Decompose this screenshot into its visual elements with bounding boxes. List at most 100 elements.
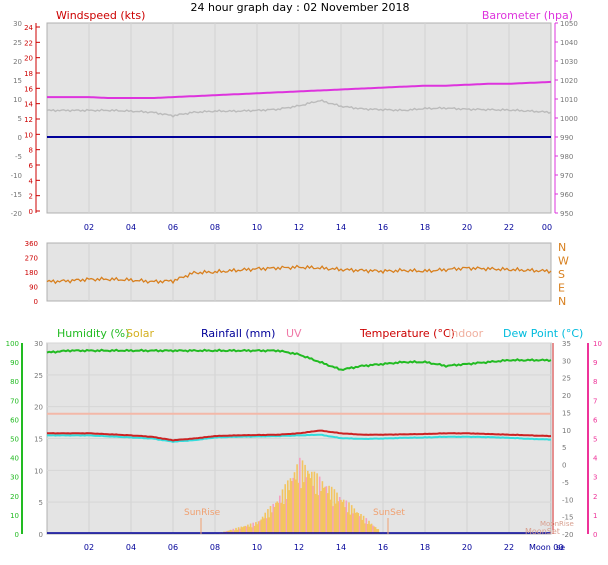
solar-bar (365, 518, 368, 534)
uv-tick-label: 8 (593, 378, 597, 386)
baro-tick-label: 960 (560, 191, 573, 199)
time-tick-label: 22 (504, 223, 514, 232)
solar-bar (232, 528, 235, 534)
solar-bar (239, 528, 241, 534)
temp-tick-label: -10 (562, 496, 573, 504)
moonrise-label: MoonRise (540, 520, 574, 528)
solar-bar (361, 519, 364, 534)
solar-bar (334, 503, 337, 534)
inner-tick-label: 0 (39, 531, 43, 539)
direction-tick-label: 180 (25, 269, 38, 277)
baro-tick-label: 1020 (560, 77, 578, 85)
solar-bar (328, 485, 330, 534)
solar-bar (346, 512, 349, 534)
solar-bar (320, 491, 322, 534)
solar-bar (357, 513, 360, 534)
uv-tick-label: 6 (593, 416, 598, 424)
solar-bar (330, 486, 333, 534)
barometer-axis-title: Barometer (hpa) (482, 9, 573, 22)
solar-bar (245, 526, 248, 534)
windspeed-axis-title: Windspeed (kts) (56, 9, 145, 22)
solar-bar (268, 517, 270, 534)
wind-kts-tick-label: 24 (24, 24, 33, 32)
solar-bar (235, 527, 237, 534)
dew-point-label: Dew Point (°C) (503, 327, 583, 340)
solar-bar (285, 499, 288, 534)
time-tick-label: 22 (504, 543, 514, 552)
humidity-line (46, 348, 552, 372)
solar-bar (360, 514, 362, 534)
solar-bar (260, 519, 262, 534)
humidity-tick-label: 100 (6, 340, 19, 348)
solar-bar (295, 479, 297, 534)
wind-tick-label: 20 (13, 58, 22, 66)
compass-label: W (558, 255, 569, 268)
solar-bar (267, 509, 269, 534)
wind-kts-tick-label: 8 (29, 147, 33, 155)
solar-bar (247, 524, 249, 534)
wind-kts-tick-label: 18 (24, 70, 33, 78)
wind-tick-label: 5 (18, 115, 22, 123)
solar-bar (317, 495, 320, 534)
solar-bar (277, 502, 280, 534)
time-tick-label: 06 (168, 543, 178, 552)
time-tick-label: 04 (126, 543, 136, 552)
solar-bar (329, 499, 332, 534)
solar-bar (312, 485, 314, 534)
solar-bar (342, 499, 345, 534)
direction-grid (88, 243, 510, 301)
solar-bar (273, 506, 276, 534)
solar-bar (358, 516, 361, 534)
solar-label: Solar (126, 327, 155, 340)
chart-title: 24 hour graph day : 02 November 2018 (190, 1, 409, 14)
solar-bar (271, 512, 273, 534)
uv-tick-label: 9 (593, 359, 597, 367)
solar-bar (240, 526, 243, 534)
humidity-tick-label: 70 (10, 397, 19, 405)
baro-tick-label: 1050 (560, 20, 578, 28)
wind-kts-tick-label: 4 (29, 177, 34, 185)
temp-tick-label: 10 (562, 427, 571, 435)
time-tick-label: 00 (542, 223, 552, 232)
solar-bar (287, 480, 289, 534)
time-tick-label: 10 (252, 223, 262, 232)
inner-left-axis: 30 25 20 15 10 5 0 (34, 340, 43, 539)
wind-kts-tick-label: 6 (29, 162, 34, 170)
panel3-time-axis: 02 04 06 08 10 12 14 16 18 20 22 (84, 543, 514, 552)
inner-tick-label: 20 (34, 404, 43, 412)
moon-bottom-label: Moon 00 (529, 543, 563, 552)
compass-label: N (558, 295, 566, 308)
uv-tick-label: 0 (593, 531, 597, 539)
solar-bar (309, 478, 312, 534)
inner-tick-label: 25 (34, 372, 43, 380)
temperature-line (46, 429, 552, 442)
solar-bar (251, 527, 253, 534)
temp-tick-label: -5 (562, 479, 569, 487)
wind-tick-label: 25 (13, 39, 22, 47)
solar-bar (374, 527, 377, 534)
direction-tick-label: 270 (25, 255, 38, 263)
solar-bar (349, 514, 352, 534)
solar-bar (313, 471, 316, 534)
compass-label: N (558, 241, 566, 254)
humidity-tick-label: 60 (10, 416, 19, 424)
time-tick-label: 16 (378, 543, 388, 552)
solar-bar (325, 486, 328, 534)
solar-bar (352, 513, 354, 534)
solar-bar (311, 471, 313, 534)
temp-tick-label: 5 (562, 444, 566, 452)
wind-tick-label: -5 (15, 153, 22, 161)
solar-bar (356, 512, 358, 534)
solar-bar (297, 482, 300, 534)
solar-bar (236, 529, 239, 534)
time-tick-label: 14 (336, 543, 346, 552)
direction-tick-label: 0 (34, 298, 38, 306)
solar-bar (256, 524, 258, 534)
temp-tick-label: 35 (562, 340, 571, 348)
solar-bar (322, 487, 325, 534)
solar-bar (243, 526, 245, 534)
